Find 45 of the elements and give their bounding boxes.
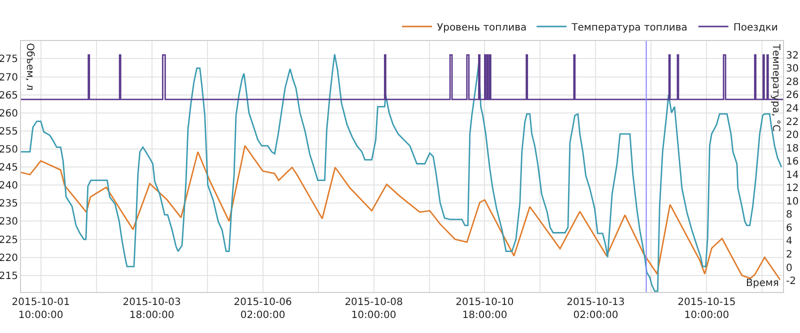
y2-tick-label: 26: [786, 90, 799, 102]
y2-tick-label: 14: [786, 170, 799, 181]
y-tick-label: 265: [0, 90, 18, 102]
legend-label: Температура топлива: [570, 22, 688, 34]
legend-label: Поездки: [733, 22, 778, 34]
legend-label: Уровень топлива: [437, 22, 527, 34]
y-tick-label: 225: [0, 234, 18, 246]
y2-tick-label: 12: [786, 183, 799, 194]
x-tick-label: 2015-10-06 02:00:00: [234, 297, 292, 321]
y-tick-label: 245: [0, 162, 18, 174]
y2-tick-label: 30: [786, 64, 799, 75]
y2-tick-label: 6: [786, 222, 792, 234]
x-tick-label: 2015-10-10 18:00:00: [456, 297, 514, 321]
y-tick-label: 235: [0, 198, 18, 210]
x-axis-title: Время: [746, 278, 779, 289]
y-tick-label: 255: [0, 126, 18, 138]
y2-tick-label: 0: [786, 262, 792, 274]
y2-tick-label: 32: [786, 50, 799, 62]
y2-tick-label: 2: [786, 249, 792, 260]
y-tick-label: 220: [0, 252, 18, 264]
y2-tick-label: 18: [786, 143, 799, 154]
y-tick-label: 275: [0, 54, 18, 66]
x-tick-label: 2015-10-13 02:00:00: [566, 297, 625, 321]
line-series: [21, 145, 781, 280]
y2-tick-label: 10: [786, 196, 799, 208]
y-tick-label: 230: [0, 216, 18, 228]
y-tick-label: 240: [0, 180, 18, 192]
y2-tick-label: 28: [786, 76, 799, 88]
y-tick-label: 250: [0, 144, 18, 156]
x-tick-label: 2015-10-08 10:00:00: [344, 297, 403, 321]
y-tick-label: 260: [0, 108, 18, 120]
y2-tick-label: 4: [786, 236, 792, 248]
y2-tick-label: 24: [786, 104, 799, 115]
x-tick-label: 2015-10-03 18:00:00: [122, 297, 181, 321]
y2-tick-label: 22: [786, 116, 799, 128]
y-axis-title: Объем, л: [24, 42, 36, 91]
y2-tick-label: -2: [786, 276, 796, 288]
x-tick-label: 2015-10-15 10:00:00: [678, 297, 736, 321]
y2-tick-label: 20: [786, 130, 799, 142]
y-tick-label: 270: [0, 72, 18, 84]
y2-axis-title: Температура, °C: [770, 43, 781, 132]
y2-tick-label: 16: [786, 156, 799, 168]
y2-tick-label: 8: [786, 210, 792, 221]
y-tick-label: 215: [0, 270, 18, 282]
x-tick-label: 2015-10-01 10:00:00: [12, 297, 70, 321]
